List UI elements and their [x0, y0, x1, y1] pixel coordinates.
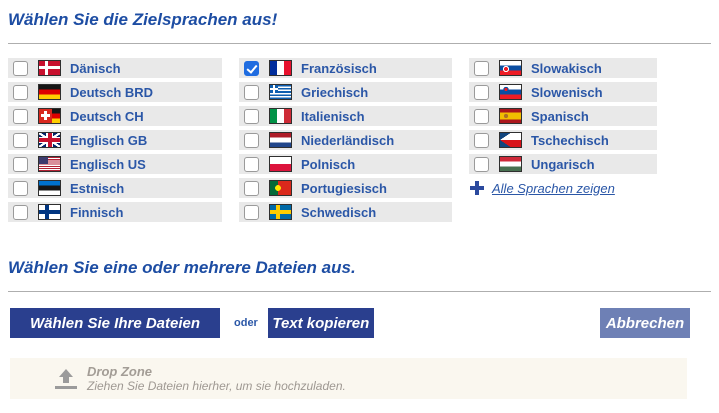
language-row[interactable]: Slowakisch — [469, 58, 657, 78]
language-checkbox[interactable] — [13, 60, 28, 76]
flag-icon-it — [269, 108, 292, 124]
flag-icon-gr — [269, 84, 292, 100]
flag-icon-sk — [499, 60, 522, 76]
language-label: Deutsch BRD — [70, 84, 154, 100]
language-label: Estnisch — [70, 180, 125, 196]
language-row[interactable]: Estnisch — [8, 178, 222, 198]
language-row[interactable]: Englisch GB — [8, 130, 222, 150]
language-label: Finnisch — [70, 204, 124, 220]
show-all-languages-row[interactable]: Alle Sprachen zeigen — [469, 178, 657, 198]
target-languages-heading: Wählen Sie die Zielsprachen aus! — [8, 10, 278, 29]
file-button-bar: Wählen Sie Ihre Dateien oder Text kopier… — [10, 308, 719, 338]
flag-icon-si — [499, 84, 522, 100]
language-checkbox[interactable] — [13, 132, 28, 148]
language-row[interactable]: Französisch — [239, 58, 452, 78]
flag-icon-hu — [499, 156, 522, 172]
flag-icon-cz — [499, 132, 522, 148]
language-label: Italienisch — [301, 108, 365, 124]
language-checkbox[interactable] — [13, 204, 28, 220]
flag-icon-fr — [269, 60, 292, 76]
language-label: Englisch US — [70, 156, 146, 172]
dropzone-title: Drop Zone — [87, 363, 152, 379]
language-checkbox[interactable] — [244, 108, 259, 124]
language-row[interactable]: Dänisch — [8, 58, 222, 78]
language-checkbox[interactable] — [13, 156, 28, 172]
cancel-button[interactable]: Abbrechen — [600, 308, 690, 338]
language-checkbox[interactable] — [244, 204, 259, 220]
flag-icon-chde — [38, 108, 61, 124]
dropzone-hint: Ziehen Sie Dateien hierher, um sie hochz… — [87, 378, 346, 393]
language-label: Slowenisch — [531, 84, 603, 100]
language-row[interactable]: Spanisch — [469, 106, 657, 126]
language-label: Deutsch CH — [70, 108, 144, 124]
language-row[interactable]: Deutsch CH — [8, 106, 222, 126]
language-row[interactable]: Tschechisch — [469, 130, 657, 150]
flag-icon-de — [38, 84, 61, 100]
language-checkbox[interactable] — [474, 60, 489, 76]
language-label: Polnisch — [301, 156, 356, 172]
file-dropzone[interactable]: Drop Zone Ziehen Sie Dateien hierher, um… — [10, 358, 687, 399]
dropzone-text: Drop Zone Ziehen Sie Dateien hierher, um… — [87, 364, 346, 394]
language-checkbox[interactable] — [13, 180, 28, 196]
files-heading: Wählen Sie eine oder mehrere Dateien aus… — [8, 258, 356, 277]
flag-icon-us — [38, 156, 61, 172]
language-label: Dänisch — [70, 60, 121, 76]
language-label: Niederländisch — [301, 132, 395, 148]
flag-icon-pl — [269, 156, 292, 172]
copy-text-button[interactable]: Text kopieren — [267, 308, 374, 338]
language-checkbox[interactable] — [244, 180, 259, 196]
language-column-1: Dänisch Deutsch BRD Deutsch CH Englisch … — [8, 58, 222, 222]
language-label: Ungarisch — [531, 156, 595, 172]
language-label: Portugiesisch — [301, 180, 387, 196]
flag-icon-dk — [38, 60, 61, 76]
language-row[interactable]: Deutsch BRD — [8, 82, 222, 102]
language-row[interactable]: Polnisch — [239, 154, 452, 174]
language-label: Französisch — [301, 60, 377, 76]
language-row[interactable]: Italienisch — [239, 106, 452, 126]
divider — [8, 43, 711, 44]
language-label: Spanisch — [531, 108, 589, 124]
language-label: Tschechisch — [531, 132, 609, 148]
show-all-languages-link[interactable]: Alle Sprachen zeigen — [492, 180, 615, 196]
language-row[interactable]: Englisch US — [8, 154, 222, 174]
language-label: Griechisch — [301, 84, 369, 100]
language-row[interactable]: Griechisch — [239, 82, 452, 102]
plus-icon — [470, 181, 484, 195]
language-grid: Dänisch Deutsch BRD Deutsch CH Englisch … — [8, 58, 719, 222]
upload-icon — [55, 368, 77, 389]
language-label: Schwedisch — [301, 204, 377, 220]
language-checkbox[interactable] — [244, 132, 259, 148]
flag-icon-se — [269, 204, 292, 220]
language-row[interactable]: Schwedisch — [239, 202, 452, 222]
language-column-2: Französisch Griechisch Italienisch Niede… — [239, 58, 452, 222]
language-label: Slowakisch — [531, 60, 602, 76]
language-row[interactable]: Niederländisch — [239, 130, 452, 150]
language-checkbox[interactable] — [244, 84, 259, 100]
language-column-3: Slowakisch Slowenisch Spanisch Tschechis… — [469, 58, 657, 222]
flag-icon-ee — [38, 180, 61, 196]
language-label: Englisch GB — [70, 132, 148, 148]
language-checkbox[interactable] — [474, 132, 489, 148]
language-checkbox[interactable] — [244, 60, 259, 76]
language-checkbox[interactable] — [13, 84, 28, 100]
language-checkbox[interactable] — [13, 108, 28, 124]
language-checkbox[interactable] — [474, 84, 489, 100]
language-checkbox[interactable] — [474, 108, 489, 124]
flag-icon-gb — [38, 132, 61, 148]
language-row[interactable]: Portugiesisch — [239, 178, 452, 198]
language-row[interactable]: Finnisch — [8, 202, 222, 222]
flag-icon-pt — [269, 180, 292, 196]
choose-files-button[interactable]: Wählen Sie Ihre Dateien — [10, 308, 220, 338]
divider — [8, 291, 711, 292]
language-checkbox[interactable] — [244, 156, 259, 172]
flag-icon-es — [499, 108, 522, 124]
flag-icon-nl — [269, 132, 292, 148]
flag-icon-fi — [38, 204, 61, 220]
language-checkbox[interactable] — [474, 156, 489, 172]
language-row[interactable]: Ungarisch — [469, 154, 657, 174]
or-label: oder — [234, 317, 258, 329]
language-row[interactable]: Slowenisch — [469, 82, 657, 102]
